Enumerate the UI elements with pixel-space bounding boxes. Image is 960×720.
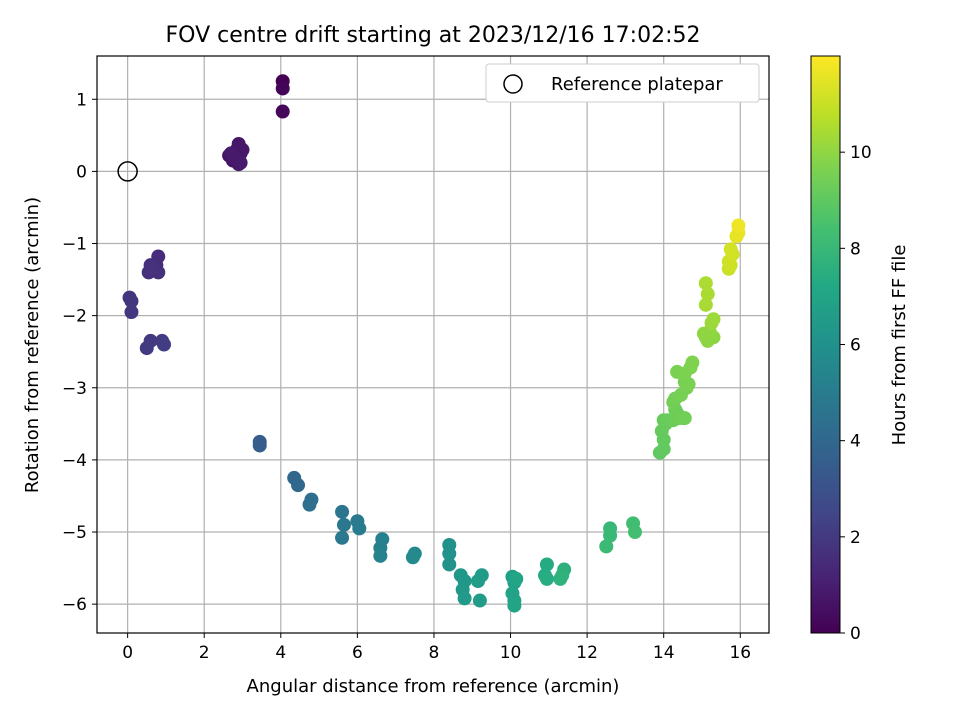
- scatter-point: [698, 297, 713, 312]
- scatter-point: [405, 550, 420, 565]
- x-tick-label: 0: [122, 643, 133, 663]
- x-tick-label: 14: [653, 643, 675, 663]
- scatter-point: [603, 528, 618, 543]
- y-tick-label: 1: [76, 90, 87, 110]
- x-tick-label: 8: [429, 643, 440, 663]
- scatter-point: [442, 557, 457, 572]
- legend-marker-reference: [503, 74, 523, 94]
- scatter-point: [124, 294, 139, 309]
- scatter-point: [335, 504, 350, 519]
- colorbar-gradient: [810, 55, 841, 634]
- scatter-point: [470, 574, 485, 589]
- scatter-point: [685, 355, 700, 370]
- scatter-point: [698, 276, 713, 291]
- y-tick-label: −5: [62, 523, 87, 543]
- scatter-point: [352, 521, 367, 536]
- data-points: [117, 74, 746, 613]
- scatter-point: [553, 571, 568, 586]
- chart-title: FOV centre drift starting at 2023/12/16 …: [166, 23, 701, 48]
- colorbar-tick-label: 0: [850, 624, 861, 644]
- scatter-point: [627, 525, 642, 540]
- scatter-point: [700, 287, 715, 302]
- scatter-point: [681, 377, 696, 392]
- scatter-point: [472, 593, 487, 608]
- y-tick-label: −1: [62, 235, 87, 255]
- scatter-point: [731, 218, 746, 233]
- y-tick-label: −6: [62, 595, 87, 615]
- x-tick-label: 4: [275, 643, 286, 663]
- y-axis-label: Rotation from reference (arcmin): [22, 197, 43, 493]
- scatter-point: [275, 104, 290, 119]
- scatter-point: [252, 438, 267, 453]
- scatter-point: [275, 81, 290, 96]
- scatter-point: [336, 517, 351, 532]
- scatter-point: [539, 571, 554, 586]
- scatter-point: [335, 530, 350, 545]
- colorbar-tick-label: 10: [850, 143, 872, 163]
- scatter-point: [291, 478, 306, 493]
- colorbar-tick-label: 2: [850, 528, 861, 548]
- scatter-point: [442, 546, 457, 561]
- x-tick-label: 2: [199, 643, 210, 663]
- reference-marker: [117, 161, 138, 182]
- y-tick-label: 0: [76, 162, 87, 182]
- scatter-point: [145, 261, 160, 276]
- x-tick-label: 6: [352, 643, 363, 663]
- legend-label-reference: Reference platepar: [551, 74, 723, 95]
- scatter-point: [507, 598, 522, 613]
- scatter-point: [457, 591, 472, 606]
- x-tick-label: 10: [500, 643, 522, 663]
- scatter-point: [224, 146, 239, 161]
- scatter-point: [706, 312, 721, 327]
- scatter-point: [157, 337, 172, 352]
- scatter-point: [302, 497, 317, 512]
- y-tick-label: −4: [62, 451, 87, 471]
- plot-frame: [96, 55, 770, 634]
- colorbar-tick-label: 6: [850, 336, 861, 356]
- scatter-point: [233, 155, 248, 170]
- scatter-point: [723, 242, 738, 257]
- y-tick-label: −2: [62, 307, 87, 327]
- x-tick-label: 12: [576, 643, 598, 663]
- scatter-point: [124, 305, 139, 320]
- legend: Reference platepar: [485, 63, 760, 103]
- x-tick-label: 16: [729, 643, 751, 663]
- colorbar: 0 2 4 6 8 10 Hours from first FF file: [810, 55, 910, 644]
- colorbar-label: Hours from first FF file: [889, 245, 910, 446]
- colorbar-tick-label: 4: [850, 432, 861, 452]
- scatter-point: [599, 539, 614, 554]
- y-tick-label: −3: [62, 379, 87, 399]
- scatter-point: [509, 571, 524, 586]
- colorbar-ticks: 0 2 4 6 8 10: [840, 143, 872, 644]
- colorbar-tick-label: 8: [850, 239, 861, 259]
- scatter-point: [723, 258, 738, 273]
- scatter-point: [139, 341, 154, 356]
- x-axis-label: Angular distance from reference (arcmin): [247, 676, 620, 697]
- scatter-point: [373, 548, 388, 563]
- scatter-point: [677, 411, 692, 426]
- scatter-point: [539, 557, 554, 572]
- grid: [97, 56, 769, 633]
- legend-box: [485, 63, 760, 103]
